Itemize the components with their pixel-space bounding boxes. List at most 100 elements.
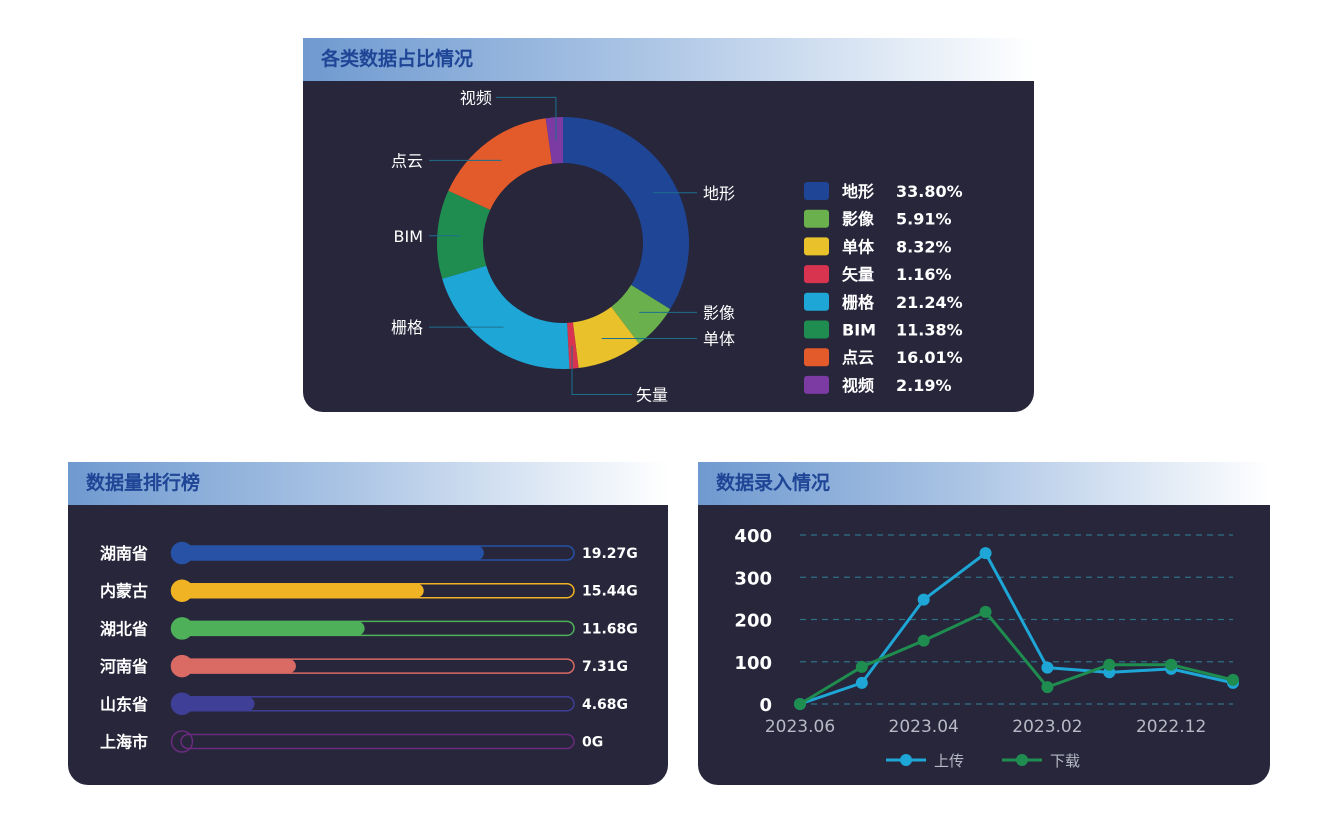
legend-label-2: 单体 [842,237,875,256]
legend-series-label-0: 上传 [934,752,964,770]
legend-label-3: 矢量 [842,265,874,284]
ranking-panel-body: 湖南省 19.27G 内蒙古 15.44G 湖北省 11.68G 河南省 7.31G 山东省 4.… [68,505,668,785]
point-series-1-7 [1227,673,1239,686]
rank-bar-0 [181,546,484,560]
donut-slice-7 [545,117,563,164]
legend-swatch-2 [804,237,829,256]
rank-knob-2 [170,617,194,640]
legend-swatch-1 [804,209,829,228]
point-series-1-0 [794,698,806,710]
legend-swatch-4 [804,292,829,311]
point-series-1-3 [979,605,992,618]
legend-label-1: 影像 [842,210,875,229]
point-series-1-2 [917,634,930,647]
legend-label-7: 视频 [842,376,874,395]
legend-swatch-7 [804,375,829,394]
trend-panel-body: 0 100 200 300 400 2023.06 2023.04 2023.02 2022.1… [698,505,1270,785]
ranking-panel-header: 数据量排行榜 [68,462,668,505]
donut-label-0: 地形 [703,184,735,203]
rank-value-4: 4.68G [582,697,628,713]
rank-label-1: 内蒙古 [100,582,148,601]
rank-label-2: 湖北省 [100,619,148,638]
rank-knob-3 [170,654,194,678]
rank-bar-2 [181,621,365,636]
legend-label-4: 栅格 [842,293,875,312]
trend-panel: 数据录入情况 0 100 200 300 400 2023.06 2023.04 2023.0… [698,462,1270,785]
legend-percent-6: 16.01% [896,348,963,367]
ranking-chart: 湖南省 19.27G 内蒙古 15.44G 湖北省 11.68G 河南省 7.31G 山东省 4.… [100,541,638,753]
rank-label-0: 湖南省 [100,544,148,563]
rank-label-4: 山东省 [100,695,148,714]
rank-knob-5 [170,730,194,753]
donut-label-6: 点云 [391,151,423,170]
legend-swatch-6 [804,348,829,367]
donut-slice-5 [437,190,491,279]
legend-series-label-1: 下载 [1050,752,1080,770]
trend-panel-header: 数据录入情况 [698,462,1270,505]
trend-panel-title: 数据录入情况 [716,472,831,494]
donut-panel: 各类数据占比情况 地形 影像 单体 矢量 栅格 BIM 点云 视频 地形 33.80% 影像 5.91… [303,38,1034,412]
legend-percent-2: 8.32% [896,237,952,256]
legend-label-0: 地形 [842,182,874,201]
line-series-1 [799,610,1234,706]
rank-knob-0 [170,541,194,565]
legend-percent-3: 1.16% [896,265,952,284]
ranking-panel: 数据量排行榜 湖南省 19.27G 内蒙古 15.44G 湖北省 11.68G 河南省 7.3… [68,462,668,785]
y-tick-3: 300 [734,568,772,589]
donut-label-7: 视频 [460,88,492,107]
trend-chart: 0 100 200 300 400 2023.06 2023.04 2023.02 2022.1… [734,526,1239,770]
legend-marker-1 [1016,754,1028,766]
legend-percent-1: 5.91% [896,210,952,229]
donut-leader-7 [495,96,557,141]
point-series-0-3 [979,547,992,560]
point-series-1-6 [1165,658,1178,671]
donut-label-1: 影像 [703,303,735,322]
legend-percent-5: 11.38% [896,321,963,340]
rank-value-2: 11.68G [582,621,638,637]
point-series-0-4 [1041,661,1054,674]
point-series-1-4 [1041,681,1054,694]
donut-label-5: BIM [394,227,424,246]
donut-label-3: 矢量 [636,385,668,404]
legend-percent-4: 21.24% [896,293,963,312]
rank-value-3: 7.31G [582,659,628,675]
x-tick-2: 2023.02 [1012,717,1082,737]
legend-percent-0: 33.80% [896,182,963,201]
rank-bar-3 [181,659,296,674]
donut-panel-body: 地形 影像 单体 矢量 栅格 BIM 点云 视频 地形 33.80% 影像 5.91% 单体 8.32% 矢… [303,81,1034,412]
y-tick-0: 0 [759,695,772,716]
rank-knob-4 [170,692,194,716]
legend-swatch-0 [804,182,829,200]
legend-swatch-3 [804,265,829,284]
donut-panel-header: 各类数据占比情况 [303,38,1034,81]
y-tick-1: 100 [734,653,772,674]
x-tick-3: 2022.12 [1136,717,1206,737]
point-series-0-1 [855,676,868,689]
rank-knob-1 [170,579,194,602]
donut-leader-3 [571,345,633,395]
legend-label-6: 点云 [842,348,874,367]
donut-label-2: 单体 [703,329,735,348]
legend-percent-7: 2.19% [896,376,952,395]
point-series-1-5 [1103,658,1116,671]
donut-label-4: 栅格 [391,318,423,337]
donut-slice-6 [448,118,553,210]
rank-track-5 [180,733,575,750]
legend-label-5: BIM [842,321,876,340]
donut-slice-3 [567,322,579,369]
x-tick-1: 2023.04 [889,717,959,737]
line-series-0 [799,550,1234,706]
y-tick-2: 200 [734,611,772,632]
rank-value-1: 15.44G [582,584,638,600]
donut-slice-0 [563,117,689,310]
y-tick-4: 400 [734,526,772,547]
point-series-0-2 [917,593,930,606]
donut-slice-4 [442,265,570,369]
donut-slice-2 [572,306,639,369]
rank-label-5: 上海市 [100,733,148,752]
point-series-1-1 [855,660,868,673]
x-tick-0: 2023.06 [765,717,835,737]
rank-bar-4 [181,696,255,711]
legend-swatch-5 [804,320,829,339]
